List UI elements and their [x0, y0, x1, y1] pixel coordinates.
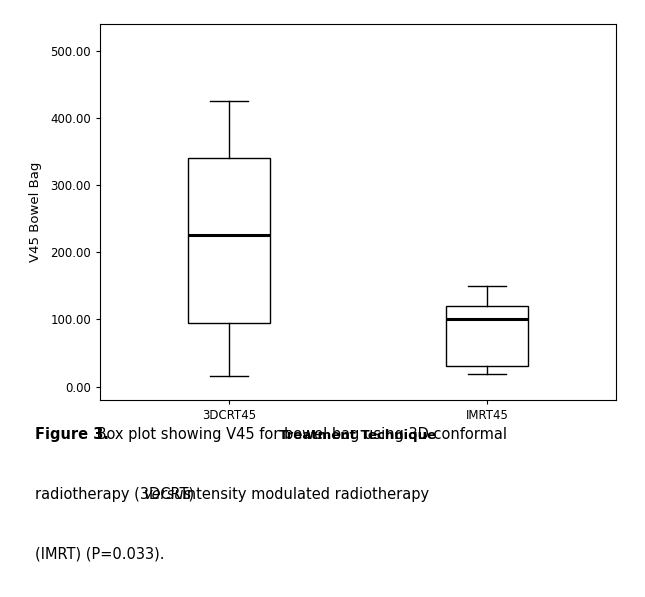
Y-axis label: V45 Bowel Bag: V45 Bowel Bag	[29, 162, 42, 262]
Text: intensity modulated radiotherapy: intensity modulated radiotherapy	[178, 487, 429, 501]
Text: versus: versus	[144, 487, 192, 501]
Text: Box plot showing V45 for bowel bag using 3D conformal: Box plot showing V45 for bowel bag using…	[92, 427, 506, 442]
Text: radiotherapy (3DCRT): radiotherapy (3DCRT)	[35, 487, 199, 501]
X-axis label: Treatment Technique: Treatment Technique	[279, 429, 437, 442]
Bar	[188, 158, 270, 323]
Text: (IMRT) (P=0.033).: (IMRT) (P=0.033).	[35, 546, 165, 561]
Bar	[446, 306, 528, 367]
Text: Figure 3.: Figure 3.	[35, 427, 110, 442]
